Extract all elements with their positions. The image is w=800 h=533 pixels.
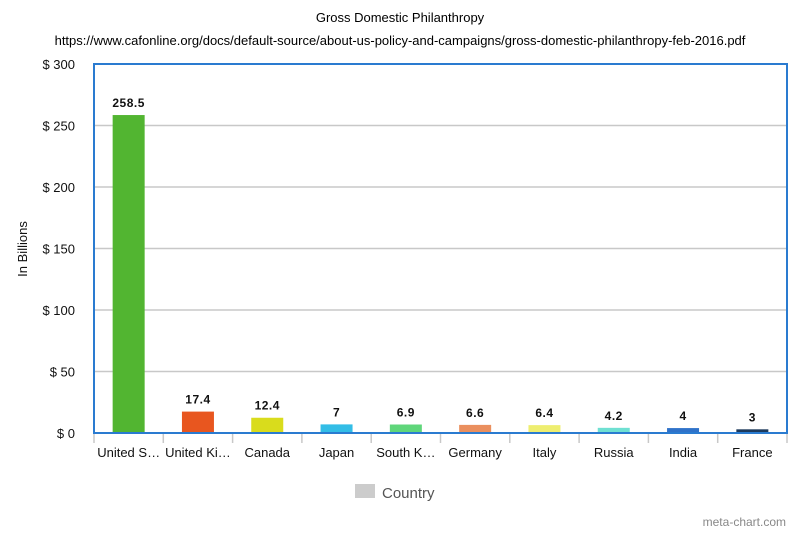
bar[interactable] — [251, 417, 284, 433]
bar[interactable] — [528, 425, 561, 433]
bar[interactable] — [389, 424, 422, 433]
bar-value-label: 4.2 — [605, 409, 623, 423]
credit-text: meta-chart.com — [703, 515, 786, 529]
plot-frame — [93, 63, 788, 434]
y-axis-ticks: $ 0 $ 50 $ 100 $ 150 $ 200 $ 250 $ 300 — [42, 57, 75, 441]
bar[interactable] — [112, 115, 145, 434]
x-tick-label: United S… — [97, 445, 160, 460]
bar-value-label: 6.6 — [466, 406, 484, 420]
y-tick-label: $ 100 — [42, 303, 75, 318]
y-tick-label: $ 300 — [42, 57, 75, 72]
legend-label: Country — [382, 485, 435, 502]
x-tick-label: Japan — [319, 445, 354, 460]
y-tick-label: $ 0 — [57, 426, 75, 441]
bar-value-label: 4 — [679, 409, 686, 423]
y-tick-label: $ 200 — [42, 180, 75, 195]
legend-swatch — [355, 484, 375, 498]
bar-value-label: 7 — [333, 405, 340, 419]
bar[interactable] — [736, 429, 769, 433]
y-tick-label: $ 50 — [50, 365, 75, 380]
bar[interactable] — [667, 428, 700, 433]
x-axis: United S… United Ki… Canada Japan South K… Ge… — [93, 432, 788, 460]
x-tick-label: France — [732, 445, 772, 460]
gridlines — [94, 63, 787, 373]
bar[interactable] — [459, 424, 492, 433]
bars: 258.5 17.4 12.4 7 6.9 6.6 6.4 4.2 4 3 — [112, 96, 769, 434]
y-tick-label: $ 250 — [42, 119, 75, 134]
bar[interactable] — [320, 424, 353, 433]
bar[interactable] — [181, 411, 214, 433]
bar-value-label: 6.4 — [535, 406, 553, 420]
x-tick-label: Canada — [244, 445, 290, 460]
x-tick-label: Russia — [594, 445, 635, 460]
bar-value-label: 6.9 — [397, 406, 415, 420]
bar-value-label: 12.4 — [255, 399, 280, 413]
chart-title: Gross Domestic Philanthropy — [316, 10, 485, 25]
x-tick-label: Germany — [448, 445, 502, 460]
bar-value-label: 17.4 — [185, 393, 210, 407]
x-tick-label: United Ki… — [165, 445, 231, 460]
bar[interactable] — [597, 427, 630, 433]
x-tick-label: South K… — [376, 445, 435, 460]
bar-value-label: 3 — [749, 410, 756, 424]
x-tick-label: India — [669, 445, 698, 460]
bar-value-label: 258.5 — [112, 96, 145, 110]
y-axis-label: In Billions — [15, 221, 30, 277]
legend[interactable]: Country — [355, 484, 435, 502]
chart-subtitle: https://www.cafonline.org/docs/default-s… — [55, 33, 746, 48]
y-tick-label: $ 150 — [42, 242, 75, 257]
x-tick-label: Italy — [533, 445, 557, 460]
